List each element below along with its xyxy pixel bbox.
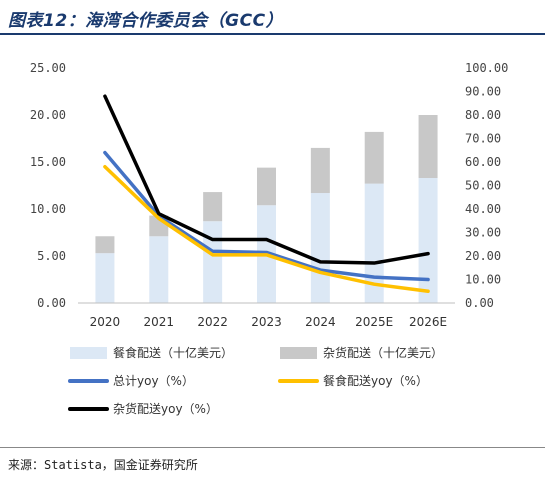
right-axis-tick-label: 0.00 [465, 296, 494, 310]
bar-grocery-delivery [310, 147, 330, 194]
meal-yoy-line [103, 164, 430, 293]
legend-swatch [280, 347, 317, 359]
title-divider [0, 33, 545, 35]
right-axis-tick-label: 60.00 [465, 155, 501, 169]
left-axis-tick-label: 0.00 [37, 296, 66, 310]
x-axis-category-label: 2026E [409, 315, 447, 329]
right-axis-tick-label: 10.00 [465, 273, 501, 287]
page-title: 图表12：海湾合作委员会（GCC） [8, 11, 284, 31]
bar-meal-delivery [364, 183, 384, 303]
legend-label: 餐食配送yoy（%） [323, 373, 428, 388]
bar-grocery-delivery [95, 236, 115, 254]
x-axis-category-label: 2023 [251, 315, 282, 329]
right-axis-tick-label: 50.00 [465, 179, 501, 193]
left-axis-tick-label: 20.00 [30, 108, 66, 122]
grocery-yoy-line [103, 94, 430, 265]
right-axis-tick-label: 30.00 [465, 226, 501, 240]
bar-meal-delivery [418, 177, 438, 303]
bar-meal-delivery [310, 193, 330, 303]
legend-label: 杂货配送yoy（%） [113, 401, 218, 416]
x-axis-category-label: 2021 [144, 315, 175, 329]
bar-grocery-delivery [364, 131, 384, 184]
bar-grocery-delivery [203, 192, 223, 222]
x-axis-category-label: 2024 [305, 315, 336, 329]
right-axis-tick-label: 90.00 [465, 85, 501, 99]
legend-label: 杂货配送（十亿美元） [323, 345, 443, 360]
right-axis-tick-label: 70.00 [465, 132, 501, 146]
left-axis-tick-label: 5.00 [37, 249, 66, 263]
x-axis-category-label: 2020 [90, 315, 121, 329]
legend-label: 总计yoy（%） [113, 374, 194, 388]
chart: 25.00 20.00 15.00 10.00 5.00 0.00 100.00 90.00… [30, 61, 508, 416]
legend-label: 餐食配送（十亿美元） [113, 345, 233, 360]
left-axis-tick-label: 10.00 [30, 202, 66, 216]
x-axis-category-label: 2025E [355, 315, 393, 329]
bar-meal-delivery [149, 236, 169, 303]
footer-divider [0, 447, 545, 448]
right-axis-tick-label: 80.00 [465, 108, 501, 122]
right-axis-tick-label: 40.00 [465, 202, 501, 216]
left-axis-tick-label: 25.00 [30, 61, 66, 75]
bar-meal-delivery [95, 253, 115, 303]
bar-meal-delivery [203, 221, 223, 303]
right-axis-tick-label: 100.00 [465, 61, 508, 75]
bar-grocery-delivery [257, 167, 276, 206]
legend-swatch [70, 347, 107, 359]
right-axis-tick-label: 20.00 [465, 249, 501, 263]
source-note: 来源：Statista，国金证券研究所 [8, 458, 198, 472]
bar-grocery-delivery [418, 115, 438, 178]
left-axis-tick-label: 15.00 [30, 155, 66, 169]
x-axis-category-label: 2022 [197, 315, 228, 329]
